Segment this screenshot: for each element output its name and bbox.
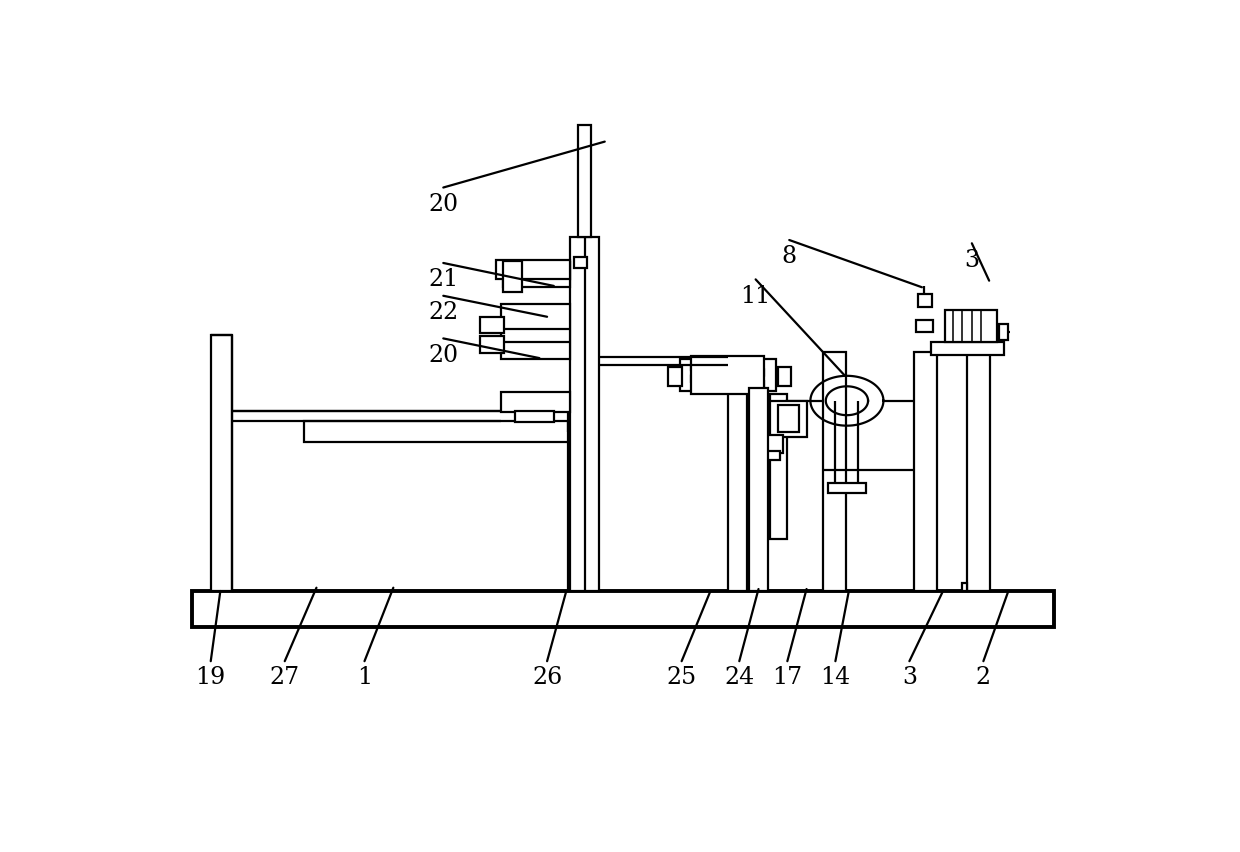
Bar bbox=[828, 483, 866, 492]
Bar bbox=[191, 591, 1054, 627]
Text: 2: 2 bbox=[976, 666, 991, 689]
Text: 19: 19 bbox=[196, 666, 226, 689]
Bar bbox=[770, 394, 787, 538]
Bar bbox=[691, 356, 764, 394]
Text: 8: 8 bbox=[781, 245, 797, 268]
Text: 27: 27 bbox=[269, 666, 300, 689]
Bar bbox=[501, 392, 570, 412]
Bar bbox=[304, 421, 568, 442]
Text: 25: 25 bbox=[667, 666, 697, 689]
Text: 20: 20 bbox=[428, 343, 459, 366]
Bar bbox=[480, 337, 503, 353]
Text: 1: 1 bbox=[357, 666, 372, 689]
Text: 14: 14 bbox=[821, 666, 851, 689]
Bar bbox=[668, 367, 682, 386]
Bar bbox=[914, 352, 937, 591]
Bar bbox=[496, 260, 570, 279]
Bar bbox=[503, 262, 570, 287]
Text: 22: 22 bbox=[428, 301, 459, 324]
Bar bbox=[918, 294, 932, 307]
Text: 20: 20 bbox=[428, 193, 459, 216]
Text: 17: 17 bbox=[773, 666, 802, 689]
Bar bbox=[931, 342, 1003, 354]
Bar bbox=[945, 310, 997, 342]
Bar bbox=[570, 237, 599, 591]
Text: 3: 3 bbox=[901, 666, 916, 689]
Bar bbox=[962, 583, 967, 591]
Bar bbox=[680, 360, 776, 391]
Bar bbox=[501, 303, 570, 360]
Bar bbox=[777, 367, 791, 386]
Text: 11: 11 bbox=[740, 285, 771, 308]
Bar bbox=[967, 352, 990, 591]
Text: 26: 26 bbox=[532, 666, 562, 689]
Bar bbox=[749, 388, 768, 591]
Bar bbox=[480, 317, 503, 333]
Bar bbox=[574, 257, 588, 268]
Bar bbox=[766, 451, 780, 460]
Bar bbox=[691, 365, 764, 386]
Bar bbox=[998, 324, 1008, 340]
Bar bbox=[728, 377, 746, 591]
Bar bbox=[578, 125, 591, 237]
Text: 3: 3 bbox=[965, 249, 980, 272]
Bar bbox=[916, 320, 934, 332]
Bar bbox=[770, 400, 806, 437]
Bar bbox=[823, 352, 846, 591]
Text: 21: 21 bbox=[428, 268, 459, 291]
Bar bbox=[503, 261, 522, 292]
Bar bbox=[777, 406, 799, 432]
Bar bbox=[211, 335, 232, 591]
Text: 24: 24 bbox=[724, 666, 754, 689]
Bar bbox=[756, 435, 784, 453]
Bar bbox=[516, 411, 554, 423]
